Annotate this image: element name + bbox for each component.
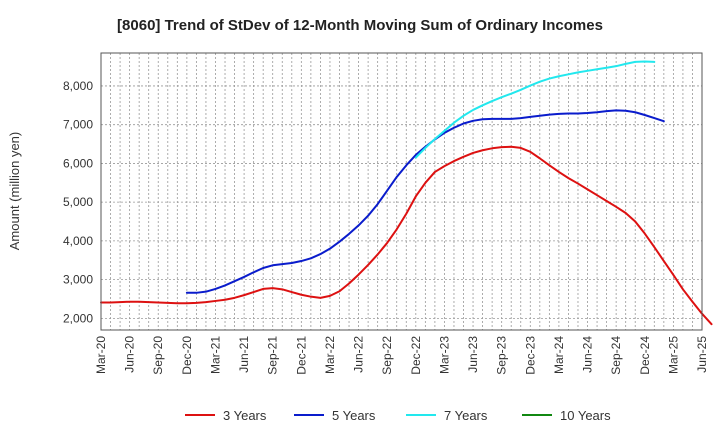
series-line-7-years [414,60,656,159]
y-tick-label: 2,000 [63,311,93,325]
x-tick-label: Dec-23 [523,336,537,375]
y-tick-label: 3,000 [63,273,93,287]
chart-title: [8060] Trend of StDev of 12-Month Moving… [117,17,603,34]
x-tick-label: Jun-23 [466,336,480,373]
x-tick-label: Mar-21 [208,336,222,374]
x-tick-label: Sep-21 [266,336,280,375]
x-tick-label: Mar-23 [437,336,451,374]
x-tick-label: Mar-22 [323,336,337,374]
grid [101,53,702,330]
x-tick-label: Sep-20 [151,336,165,375]
x-tick-label: Sep-24 [609,336,623,375]
x-tick-label: Mar-24 [552,336,566,374]
x-tick-label: Jun-21 [237,336,251,373]
x-ticks: Mar-20 Jun-20 Sep-20 Dec-20 Mar-21 Jun-21 Sep-… [94,336,709,375]
y-tick-label: 7,000 [63,118,93,132]
x-tick-label: Sep-22 [380,336,394,375]
legend-label: 3 Years [223,408,267,423]
legend-label: 10 Years [560,408,611,423]
plot-frame [100,52,703,331]
x-tick-label: Dec-22 [409,336,423,375]
legend-label: 5 Years [332,408,376,423]
x-tick-label: Jun-25 [695,336,709,373]
legend: 3 Years 5 Years 7 Years 10 Years [185,408,611,423]
x-tick-label: Dec-21 [294,336,308,375]
x-tick-label: Sep-23 [495,336,509,375]
series-line-3-years [100,145,713,326]
series-lines [100,60,713,326]
x-tick-label: Jun-24 [581,336,595,373]
y-tick-label: 4,000 [63,234,93,248]
x-tick-label: Dec-20 [180,336,194,375]
x-tick-label: Dec-24 [638,336,652,375]
y-tick-label: 6,000 [63,156,93,170]
legend-label: 7 Years [444,408,488,423]
y-tick-label: 5,000 [63,195,93,209]
x-tick-label: Jun-20 [123,336,137,373]
x-tick-label: Mar-25 [666,336,680,374]
x-tick-label: Jun-22 [352,336,366,373]
x-tick-label: Mar-20 [94,336,108,374]
y-tick-label: 8,000 [63,79,93,93]
plot-area [101,53,702,330]
y-ticks: 2,000 3,000 4,000 5,000 6,000 7,000 8,000 [63,79,93,325]
y-axis-label: Amount (million yen) [7,132,22,251]
